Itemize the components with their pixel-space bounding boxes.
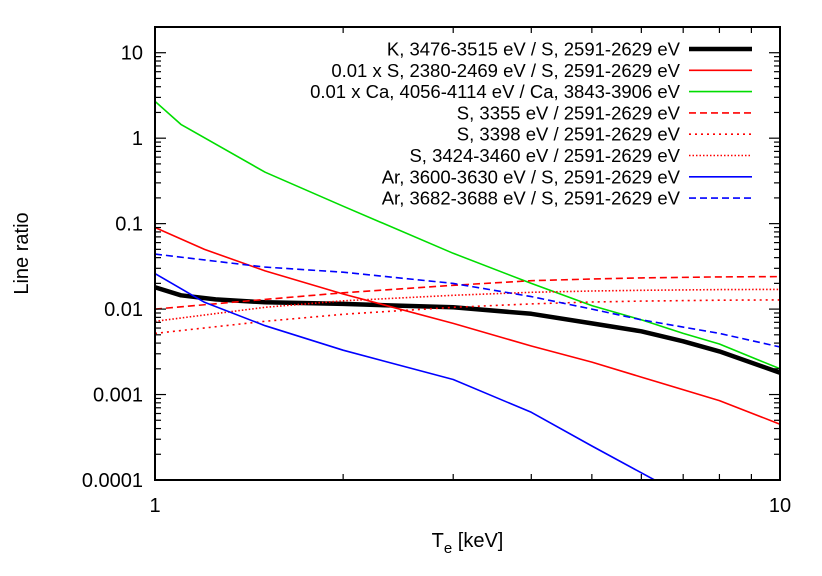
series-line-8 (155, 253, 780, 348)
legend-label-6: S, 3424-3460 eV / 2591-2629 eV (409, 145, 680, 166)
series-line-3 (155, 100, 780, 370)
series-group (155, 100, 780, 480)
series-line-7 (155, 272, 655, 480)
legend: K, 3476-3515 eV / S, 2591-2629 eV0.01 x … (310, 39, 752, 209)
legend-label-2: 0.01 x S, 2380-2469 eV / S, 2591-2629 eV (331, 60, 680, 81)
legend-label-4: S, 3355 eV / 2591-2629 eV (457, 102, 681, 123)
x-axis-label-subscript: e (444, 540, 452, 557)
legend-label-3: 0.01 x Ca, 4056-4114 eV / Ca, 3843-3906 … (310, 81, 681, 102)
legend-label-8: Ar, 3682-3688 eV / S, 2591-2629 eV (382, 188, 681, 209)
x-tick-label-1: 1 (149, 495, 160, 517)
y-axis-label: Line ratio (11, 212, 33, 294)
plot-frame (154, 26, 781, 481)
legend-label-5: S, 3398 eV / 2591-2629 eV (457, 124, 681, 145)
y-tick-label-4: 0.01 (104, 299, 143, 321)
y-tick-label-1: 10 (121, 43, 143, 65)
tick-label-group: 1 10 10 1 0.1 0.01 0.001 0.0001 (82, 43, 791, 517)
x-axis-label: Te [keV] (432, 530, 504, 557)
y-tick-label-2: 1 (132, 128, 143, 150)
tick-group (154, 26, 781, 481)
x-axis-label-main: T (432, 530, 444, 552)
series-line-4 (155, 275, 780, 310)
series-line-1 (155, 285, 780, 375)
series-line-2 (155, 226, 780, 425)
x-axis-label-unit: [keV] (452, 530, 503, 552)
series-line-6 (155, 288, 780, 323)
y-tick-label-5: 0.001 (93, 385, 143, 407)
x-tick-label-2: 10 (769, 495, 791, 517)
legend-label-1: K, 3476-3515 eV / S, 2591-2629 eV (387, 39, 681, 60)
y-tick-label-3: 0.1 (115, 214, 143, 236)
legend-label-7: Ar, 3600-3630 eV / S, 2591-2629 eV (382, 166, 681, 187)
y-tick-label-6: 0.0001 (82, 470, 143, 492)
